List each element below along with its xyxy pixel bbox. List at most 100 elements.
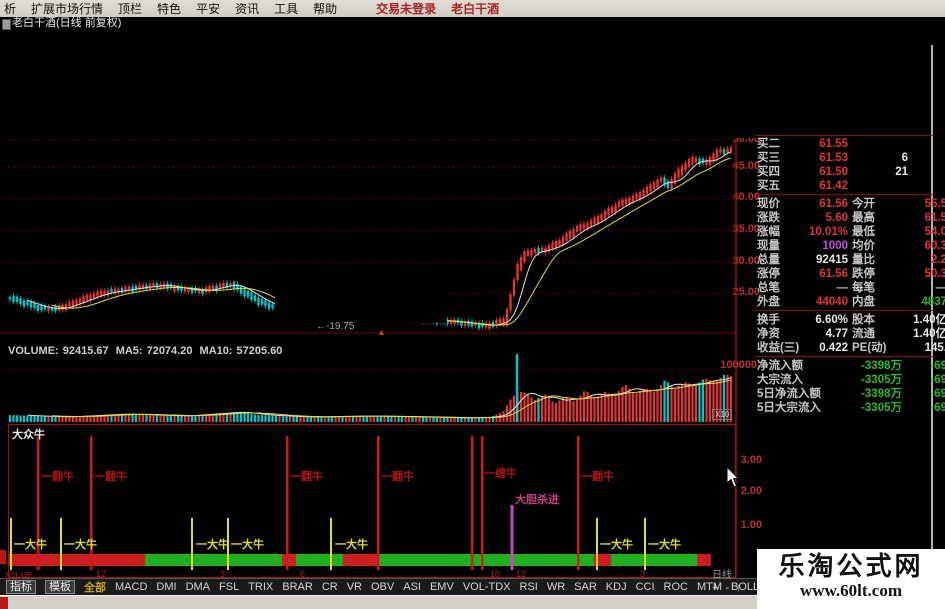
tab-item[interactable]: VOL-TDX [462,581,511,593]
indicator-signal-label: 一翻牛 [290,471,323,483]
tab-item[interactable]: RSI [519,581,538,593]
quote-row: 换手 6.60% 股本 1.40亿 [755,313,945,327]
quote-row: 现量 1000 均价 60.3 [755,239,945,253]
tab-item[interactable]: CCI [635,581,655,593]
quote-value: 6.60% [815,314,848,326]
tab-item[interactable]: BRAR [282,581,313,593]
tab-item[interactable]: MACD [115,581,148,593]
price-axis-label layer2: 30.00 [732,255,760,267]
tab-item[interactable]: VR [346,581,362,593]
censor-box-top [538,30,770,138]
quote-row: 涨停 61.56 跌停 50.3 [755,267,945,281]
tab-item[interactable]: BOLL [731,581,760,593]
quote-value: 4.77 [825,328,848,340]
indicator-axis-label: 3.00 [740,454,762,466]
quote-label: 大宗流入 [757,374,803,386]
watermark-url: www.60lt.com [800,581,902,600]
indicator-signal-label: 一翻牛 [94,471,127,483]
tab-item[interactable]: DMI [156,581,177,593]
volume-ma-lines [27,377,732,419]
tab-control-button[interactable]: ↑ [736,581,742,594]
quote-label: 总量 [757,254,780,266]
tab-item[interactable]: FSL [219,581,240,593]
indicator-axis-label: 2.00 [740,485,762,497]
menu-item[interactable]: 顶栏 [118,2,143,16]
ma5-value: 72074.20 [146,345,193,357]
menu-item-highlight[interactable]: 交易未登录 [376,2,437,16]
menu-item[interactable]: 工具 [274,2,299,16]
quote-value2: 4837 [921,296,945,308]
volume-value: 92415.67 [62,345,109,357]
menu-item[interactable]: 特色 [157,2,182,16]
tab-item[interactable]: WR [546,581,566,593]
tab-item[interactable]: TRIX [248,581,274,593]
quote-qty: 21 [895,166,908,178]
quote-separator [755,356,933,357]
tab-item-all[interactable]: 全部 [84,582,106,594]
quote-label: 收益(三) [757,342,800,354]
ma10-value: 57205.60 [236,345,283,357]
tab-control-button[interactable]: - [725,581,730,594]
tab-item[interactable]: KDJ [605,581,627,593]
tab-item[interactable]: EMV [429,581,454,593]
quote-separator [755,310,933,311]
quote-label: 净资 [757,328,780,340]
tab-item[interactable]: DMA [185,581,211,593]
indicator-signal-label: 一大牛 [648,539,681,551]
quote-label: 涨停 [757,268,780,280]
quote-label: 外盘 [757,296,780,308]
quote-value: -3305万 [861,402,902,414]
indicator-signal-label: 一大牛 [64,539,97,551]
tab-button[interactable]: 模板 [45,580,75,594]
quote-value2: 145. [924,342,945,354]
volume-spike [515,354,519,422]
quote-value2: -69 [930,402,945,414]
indicator-signal-label: 一翻牛 [381,471,414,483]
indicator-tab-bar: 指标 模板 全部 MACD DMI DMA FSL TRIX BRAR CR VR OBV ASI EMV… [0,578,945,595]
price-axis-label layer2: 40.00 [732,191,760,203]
menu-item[interactable]: 平安 [196,2,221,16]
watermark: 乐淘公式网 www.60lt.com [757,549,945,609]
indicator-signal-label: 大胆杀进 [515,494,559,506]
quote-row: 总笔—每笔— [755,281,945,295]
indicator-panel-border [8,424,736,578]
quote-label: 净流入额 [757,360,803,372]
tab-item[interactable]: ASI [403,581,421,593]
quote-row: 涨幅 10.01% 最低 54.0 [755,225,945,239]
quote-value2: 1.40亿 [913,314,945,326]
indicator-signal-label: 一翻牛 [41,471,74,483]
menu-item[interactable]: 析 [4,2,17,16]
ma5-label: MA5: [115,345,143,357]
bottom-left-fragment [0,597,8,609]
quote-label: 买二 [757,138,780,150]
quote-label: 换手 [757,314,780,326]
quote-label: 涨跌 [757,212,780,224]
indicator-band [8,554,711,566]
quote-value2: -69 [930,360,945,372]
tab-button[interactable]: 指标 [6,580,36,594]
menu-right-group: 交易未登录 老白干酒 [376,0,514,17]
window-right-edge [931,45,933,552]
chart-title: 老白干酒(日线 前复权) [12,17,122,29]
watermark-site-name: 乐淘公式网 [778,552,924,581]
quote-value: 0.422 [819,342,848,354]
tab-item[interactable]: ROC [663,581,688,593]
tab-item[interactable]: MTM [696,581,723,593]
menu-item[interactable]: 扩展市场行情 [31,2,104,16]
quote-value2: 2.2 [931,254,945,266]
quote-value2: 1.40亿 [913,328,945,340]
tab-control-button[interactable]: + [712,581,719,594]
x-axis-date-label: 12 [96,569,107,579]
menu-item-highlight[interactable]: 老白干酒 [451,2,500,16]
menu-item[interactable]: 帮助 [313,2,338,16]
x-axis-date-label: 12 [516,569,527,579]
menu-item[interactable]: 资讯 [235,2,260,16]
tab-item[interactable]: CR [321,581,338,593]
quote-value: 61.56 [819,268,848,280]
volume-bars [8,374,733,422]
indicator-title: 大众牛 [12,429,45,441]
quote-label: 买四 [757,166,780,178]
quote-separator [755,194,933,195]
tab-item[interactable]: SAR [574,581,597,593]
tab-item[interactable]: OBV [371,581,395,593]
